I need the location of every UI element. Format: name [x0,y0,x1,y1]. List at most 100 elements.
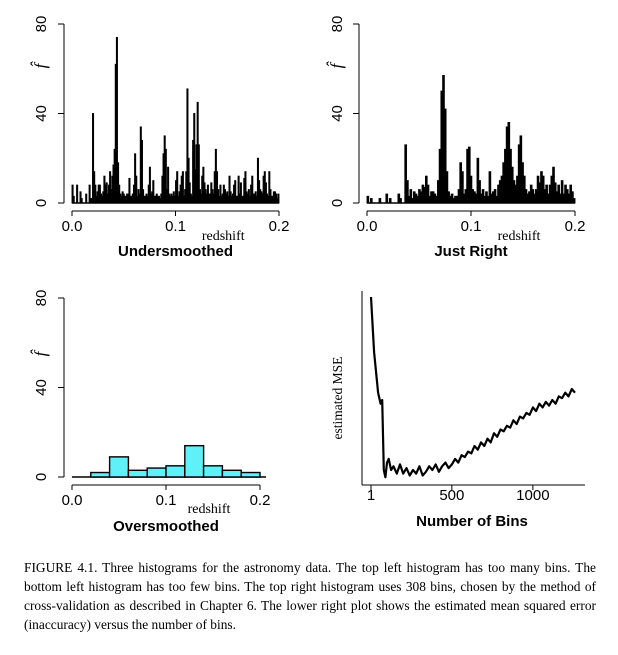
panel-1-bar [148,166,151,204]
panel-1-bar [264,182,267,204]
panel-2-bar [443,108,447,204]
panel-1-y-tick-label: 80 [33,16,50,33]
panel-1-bar [244,171,247,204]
mse-y-label: estimated MSE [330,357,345,440]
panel-1-bar [181,171,184,204]
panel-2-x-tick-label: 0.0 [357,218,378,235]
panel-3-y-tick-label: 0 [33,473,50,481]
panel-1-subtitle: Undersmoothed [118,243,233,260]
panel-1-bar [140,139,143,204]
panel-2-bar [571,191,574,204]
panel-1-bar [135,175,138,204]
panel-1-bar [109,171,112,204]
mse-series-line [369,296,576,479]
panel-2-x-tick-label: 0.2 [565,218,586,235]
panel-2-y-label: f̂ [326,61,346,69]
panel-3-x-tick-label: 0.0 [62,492,83,509]
panel-2-bar [461,171,464,204]
mse-x-tick-label: 1 [367,487,375,504]
panel-2-bar [388,198,392,204]
panel-3-y-tick-label: 40 [33,379,50,396]
panel-2-bar [369,198,373,204]
panel-2-bar [399,198,402,204]
panel-1-bar [197,144,200,204]
panel-3-y-tick-label: 80 [33,290,50,307]
panel-2-bar [406,180,409,204]
panel-1-bar [79,191,82,204]
panel-1-bar [105,182,108,204]
panel-2-bar [366,195,370,204]
panel-1-bar [76,184,79,204]
panel-1-bar [115,36,118,204]
panel-1-bar [277,193,280,204]
panel-3-bar [184,444,205,478]
panel-2-bar [404,144,407,204]
mse-x-tick-label: 500 [439,487,464,504]
panel-3-x-label: redshift [188,502,231,517]
panel-2-bar [378,198,382,204]
panel-1-bar [88,184,91,204]
panel-1-bar [117,162,120,204]
panel-3-bar [90,471,111,478]
panel-1-bar [251,175,254,204]
mse-x-tick-label: 1000 [516,487,549,504]
panel-1-bar [187,157,190,204]
panel-1-y-label: f̂ [30,61,50,69]
panel-3-subtitle: Oversmoothed [113,518,219,535]
panel-3-bar [202,465,224,478]
panel-1-bar [94,184,97,204]
panel-1-bar [268,171,271,204]
panel-2-bar [445,171,449,204]
panel-1-bar [239,182,242,204]
panel-1-x-tick-label: 0.0 [62,218,83,235]
panel-3-y-label: f̂ [30,349,50,357]
panel-2-subtitle: Just Right [434,243,507,260]
panel-2-bar [385,193,389,204]
panel-2-bar [488,171,492,204]
panel-3-x-tick-label: 0.2 [250,492,271,509]
panel-2-y-tick-label: 0 [329,199,346,207]
panel-3-x-tick-label: 0.1 [156,492,177,509]
panel-3-bar [165,465,186,478]
panel-1-bar [215,171,219,204]
panel-1-bar [164,148,167,204]
panel-2-y-tick-label: 80 [329,16,346,33]
mse-subtitle: Number of Bins [416,513,528,530]
panel-1-bar [186,88,189,204]
panel-1-bar [219,184,222,204]
panel-1-bar [80,198,83,204]
panel-1-bar [176,171,179,204]
panel-1-x-label: redshift [202,229,245,244]
panel-1-x-tick-label: 0.1 [165,218,186,235]
panel-1-bar [234,180,237,204]
panel-2-bar [467,146,471,204]
panel-1-y-tick-label: 0 [33,199,50,207]
panel-1-bar [237,175,240,204]
panel-3-bar [108,456,130,478]
panel-1-bar [72,195,75,204]
panel-2-bar [478,180,481,204]
panel-2-bar [560,180,564,204]
panel-3-bar [127,469,148,478]
panel-2-bar [409,189,413,204]
panel-2-bar [426,184,430,204]
panel-1-bar [228,175,231,204]
panel-2-x-tick-label: 0.1 [461,218,482,235]
panel-1-bar [128,177,131,204]
panel-2-y-tick-label: 40 [329,105,346,122]
panel-3-bar [240,471,261,478]
panel-2-bar [572,198,576,204]
panel-1-bar [85,193,88,204]
panel-3-bar [146,467,167,478]
panel-1-bar [152,180,155,204]
panel-1-x-tick-label: 0.2 [269,218,290,235]
figure-caption: FIGURE 4.1. Three histograms for the ast… [24,560,596,632]
panel-1-bar [167,166,170,204]
panel-1-bar [71,184,74,204]
panel-1-bar [193,113,196,204]
panel-1-y-tick-label: 40 [33,105,50,122]
panel-3-bar [221,469,242,478]
panel-2-x-label: redshift [498,229,541,244]
panel-1-bar [92,113,95,204]
